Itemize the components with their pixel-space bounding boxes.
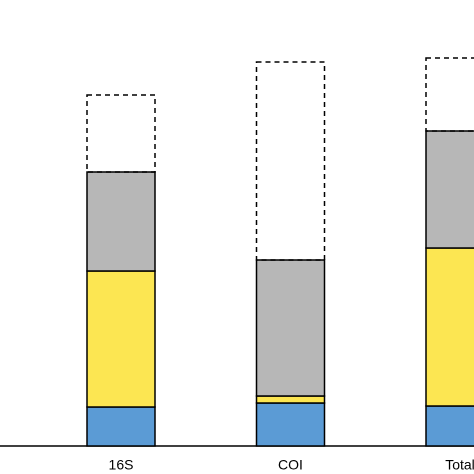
bar-segment bbox=[425, 405, 474, 447]
bar-segment bbox=[86, 270, 156, 408]
bar-segment-dashed bbox=[86, 94, 156, 173]
bar-segment-dashed bbox=[255, 61, 326, 261]
bar-segment bbox=[255, 402, 326, 447]
x-tick-label: COI bbox=[278, 457, 303, 473]
bar-segment bbox=[86, 171, 156, 272]
bar-segment bbox=[425, 130, 474, 249]
bar-segment-dashed bbox=[425, 57, 474, 132]
bar-segment bbox=[255, 395, 326, 404]
bar-segment bbox=[255, 259, 326, 397]
x-tick-label: Total bbox=[445, 457, 474, 473]
bar-segment bbox=[425, 247, 474, 407]
bar-segment bbox=[86, 406, 156, 447]
x-tick-label: 16S bbox=[109, 457, 134, 473]
